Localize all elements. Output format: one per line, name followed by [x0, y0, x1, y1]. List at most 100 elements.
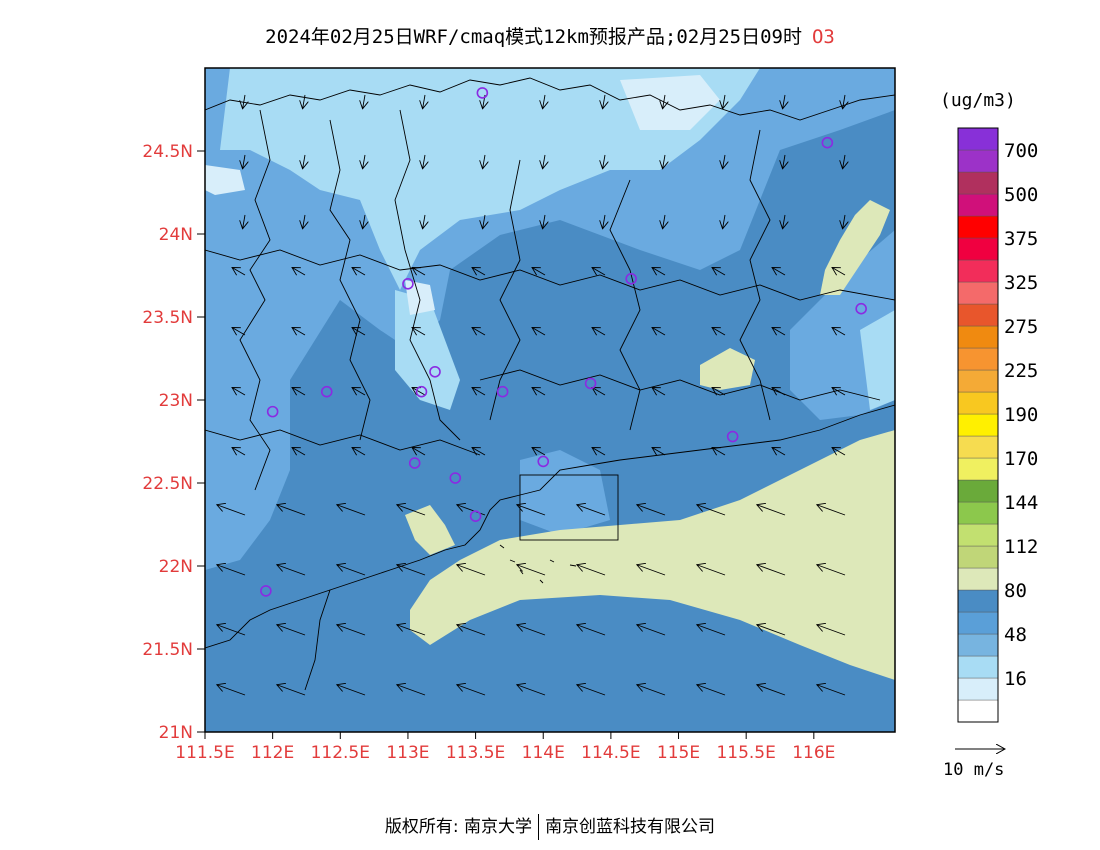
lat-tick-label: 24.5N — [142, 142, 193, 162]
colorbar-label: 375 — [1004, 228, 1038, 250]
wind-arrow — [397, 625, 426, 636]
station-marker — [821, 136, 834, 149]
footer-separator — [538, 814, 540, 840]
wind-arrow — [603, 214, 605, 229]
wind-arrow — [723, 154, 725, 169]
colorbar-segment — [957, 347, 999, 371]
wind-arrow — [277, 685, 306, 696]
wind-arrow — [577, 565, 606, 576]
lon-tick-label: 112.5E — [311, 743, 370, 763]
wind-arrow — [712, 328, 726, 336]
ozone-band-80-96-inland — [700, 348, 755, 390]
wind-arrow — [243, 94, 245, 109]
wind-arrow — [292, 448, 306, 456]
wind-arrow — [532, 448, 546, 456]
lat-tick-label: 23N — [159, 391, 193, 411]
wind-arrow — [663, 214, 665, 229]
wind-arrow — [697, 685, 726, 696]
concentration-field — [205, 68, 895, 732]
wind-arrow — [832, 388, 846, 396]
station-marker — [260, 585, 272, 597]
wind-arrow — [217, 685, 246, 696]
map-title: 2024年02月25日WRF/cmaq模式12km预报产品;02月25日09时 O… — [0, 22, 1100, 49]
lat-tick-label: 22.5N — [142, 474, 193, 494]
station-marker — [402, 277, 414, 290]
colorbar-segment — [957, 677, 999, 701]
admin-boundary-d — [489, 159, 521, 421]
wind-arrow — [543, 214, 545, 229]
wind-arrow — [217, 505, 246, 516]
wind-arrow — [832, 328, 846, 336]
colorbar-segment — [957, 149, 999, 173]
coastline — [205, 404, 895, 649]
lon-tick-label: 112E — [251, 743, 294, 763]
wind-arrow — [712, 268, 726, 276]
wind-arrow — [603, 154, 605, 169]
wind-arrow — [637, 685, 666, 696]
wind-arrow — [397, 505, 426, 516]
wind-arrow — [843, 214, 845, 229]
colorbar-segment — [957, 127, 999, 151]
colorbar-segment — [957, 589, 999, 613]
wind-arrow — [517, 685, 546, 696]
wind-arrow — [757, 685, 786, 696]
colorbar-label: 325 — [1004, 272, 1038, 294]
wind-arrow — [652, 448, 666, 456]
wind-arrow — [783, 214, 785, 229]
title-text: 2024年02月25日WRF/cmaq模式12km预报产品;02月25日09时 — [265, 26, 802, 48]
wind-arrow — [243, 154, 245, 169]
lat-tick-label: 23.5N — [142, 308, 193, 328]
wind-arrow — [363, 154, 365, 169]
wind-arrow — [592, 328, 606, 336]
admin-boundary-h — [205, 429, 481, 456]
wind-arrow — [543, 154, 545, 169]
station-marker — [496, 385, 509, 398]
wind-arrow — [337, 685, 366, 696]
colorbar-segment — [957, 325, 999, 349]
colorbar-segment — [957, 523, 999, 547]
colorbar-segment — [957, 171, 999, 195]
peninsula-line — [304, 589, 331, 691]
lat-tick-label: 24N — [159, 225, 193, 245]
admin-boundary-f — [739, 129, 771, 421]
wind-arrow — [457, 625, 486, 636]
station-marker — [408, 457, 421, 469]
copyright-left: 版权所有: 南京大学 — [384, 817, 533, 837]
wind-arrow — [517, 625, 546, 636]
wind-arrow — [697, 505, 726, 516]
ozone-band-32-48-corridor — [395, 290, 460, 410]
station-marker — [476, 87, 489, 99]
wind-arrow — [577, 685, 606, 696]
wind-arrow — [472, 448, 486, 456]
wind-arrow — [592, 448, 606, 456]
ozone-band-80-96-bay — [405, 505, 455, 555]
colorbar-segment — [957, 215, 999, 239]
station-marker — [855, 302, 867, 315]
wind-arrow — [637, 505, 666, 516]
wind-arrow — [817, 625, 846, 636]
wind-arrow — [772, 448, 786, 456]
wind-arrow — [772, 268, 786, 276]
station-marker — [469, 510, 482, 523]
colorbar-segment — [957, 237, 999, 261]
colorbar-label: 48 — [1004, 624, 1027, 646]
wind-arrow — [483, 214, 485, 229]
colorbar-segment — [957, 457, 999, 481]
wind-arrow — [663, 94, 665, 109]
colorbar-label: 700 — [1004, 140, 1038, 162]
colorbar-label: 190 — [1004, 404, 1038, 426]
wind-arrow — [412, 448, 426, 456]
ozone-band-16-32-corridor — [405, 280, 435, 315]
copyright-right: 南京创蓝科技有限公司 — [545, 817, 716, 837]
wind-arrow — [843, 94, 845, 109]
wind-arrow — [412, 388, 426, 396]
station-marker — [266, 405, 279, 418]
pollutant-label: O3 — [811, 26, 835, 48]
station-marker — [625, 273, 637, 285]
wind-arrow — [543, 94, 545, 109]
wind-arrow — [817, 505, 846, 516]
colorbar-segment — [957, 391, 999, 415]
lon-tick-label: 114.5E — [581, 743, 640, 763]
wind-arrow — [712, 448, 726, 456]
wind-arrow — [292, 388, 306, 396]
